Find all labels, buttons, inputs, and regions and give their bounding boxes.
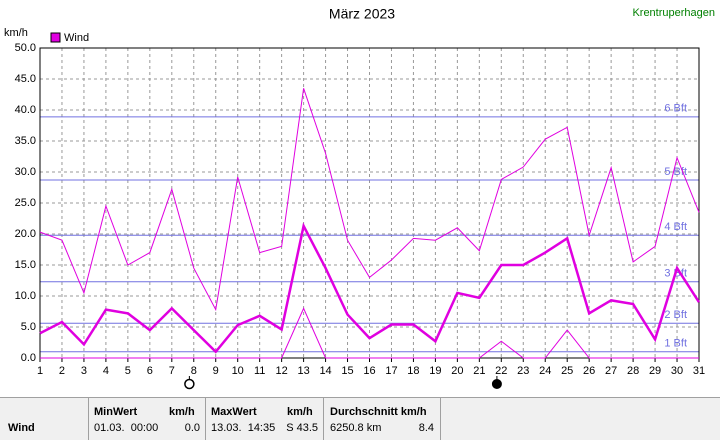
separator — [88, 398, 89, 440]
x-tick-label: 30 — [671, 365, 683, 377]
x-tick-label: 18 — [407, 365, 419, 377]
chart-title: März 2023 — [329, 6, 395, 22]
separator — [323, 398, 324, 440]
x-tick-label: 17 — [385, 365, 397, 377]
separator — [205, 398, 206, 440]
beaufort-label: 1 Bft — [664, 338, 687, 350]
full-moon — [184, 378, 195, 390]
series-line — [39, 222, 701, 354]
y-tick-label: 20.0 — [15, 228, 36, 240]
x-tick-label: 28 — [627, 365, 639, 377]
y-tick-label: 45.0 — [15, 73, 36, 85]
x-tick-label: 20 — [451, 365, 463, 377]
header: Durchschnitt km/h — [330, 406, 427, 418]
x-tick-label: 19 — [429, 365, 441, 377]
y-tick-label: 40.0 — [15, 104, 36, 116]
beaufort-label: 5 Bft — [664, 166, 687, 178]
y-tick-label: 5.0 — [21, 321, 36, 333]
x-tick-label: 16 — [363, 365, 375, 377]
cell: 13.03. 14:35 — [211, 422, 276, 434]
x-tick-label: 13 — [297, 365, 309, 377]
x-tick-label: 21 — [473, 365, 485, 377]
x-tick-label: 1 — [37, 365, 43, 377]
cell: 8.4 — [418, 422, 434, 434]
y-tick-label: 10.0 — [15, 290, 36, 302]
x-tick-label: 22 — [495, 365, 507, 377]
station: Krentruperhagen — [632, 7, 715, 19]
legend-label: Wind — [64, 32, 89, 44]
x-tick-label: 24 — [539, 365, 551, 377]
x-tick-label: 29 — [649, 365, 661, 377]
legend-swatch — [50, 32, 61, 43]
x-tick-label: 27 — [605, 365, 617, 377]
x-tick-label: 9 — [213, 365, 219, 377]
new-moon — [491, 379, 502, 389]
y-tick-label: 15.0 — [15, 259, 36, 271]
y-axis-label: km/h — [4, 27, 28, 39]
beaufort-label: 4 Bft — [664, 221, 687, 233]
x-tick-label: 5 — [125, 365, 131, 377]
y-tick-label: 35.0 — [15, 135, 36, 147]
x-tick-label: 7 — [169, 365, 175, 377]
x-tick-label: 10 — [232, 365, 244, 377]
x-tick-label: 6 — [147, 365, 153, 377]
stats-table: Wind MinWert km/h 01.03. 00:00 0.0 MaxWe… — [0, 397, 720, 440]
x-tick-label: 23 — [517, 365, 529, 377]
x-tick-label: 14 — [319, 365, 331, 377]
y-tick-label: 50.0 — [15, 42, 36, 54]
x-tick-label: 4 — [103, 365, 109, 377]
separator — [440, 398, 441, 440]
x-tick-label: 31 — [693, 365, 705, 377]
header: km/h — [287, 406, 313, 418]
y-tick-label: 0.0 — [21, 352, 36, 364]
x-tick-label: 8 — [191, 365, 197, 377]
y-tick-label: 25.0 — [15, 197, 36, 209]
x-tick-label: 15 — [341, 365, 353, 377]
cell: 6250.8 km — [330, 422, 382, 434]
header: MinWert — [94, 406, 138, 418]
series-line — [39, 88, 700, 312]
y-tick-label: 30.0 — [15, 166, 36, 178]
cell: 0.0 — [184, 422, 200, 434]
beaufort-label: 2 Bft — [664, 309, 687, 321]
cell: 01.03. 00:00 — [94, 422, 159, 434]
cell: S 43.5 — [286, 422, 318, 434]
header: km/h — [169, 406, 195, 418]
beaufort-label: 6 Bft — [664, 103, 687, 115]
x-tick-label: 12 — [276, 365, 288, 377]
x-tick-label: 26 — [583, 365, 595, 377]
row-label: Wind — [8, 422, 35, 434]
series-line — [40, 307, 699, 359]
x-tick-label: 2 — [59, 365, 65, 377]
x-tick-label: 3 — [81, 365, 87, 377]
x-tick-label: 11 — [254, 365, 265, 377]
x-tick-label: 25 — [561, 365, 573, 377]
header: MaxWert — [211, 406, 257, 418]
